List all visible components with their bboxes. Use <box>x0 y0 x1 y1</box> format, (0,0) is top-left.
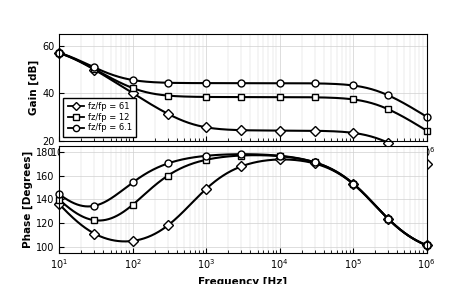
Legend: fz/fp = 61, fz/fp = 12, fz/fp = 6.1: fz/fp = 61, fz/fp = 12, fz/fp = 6.1 <box>64 98 136 137</box>
X-axis label: Frequency [Hz]: Frequency [Hz] <box>198 165 288 175</box>
X-axis label: Frequency [Hz]: Frequency [Hz] <box>198 277 288 284</box>
Y-axis label: Gain [dB]: Gain [dB] <box>29 60 39 115</box>
Y-axis label: Phase [Degrees]: Phase [Degrees] <box>23 151 33 248</box>
